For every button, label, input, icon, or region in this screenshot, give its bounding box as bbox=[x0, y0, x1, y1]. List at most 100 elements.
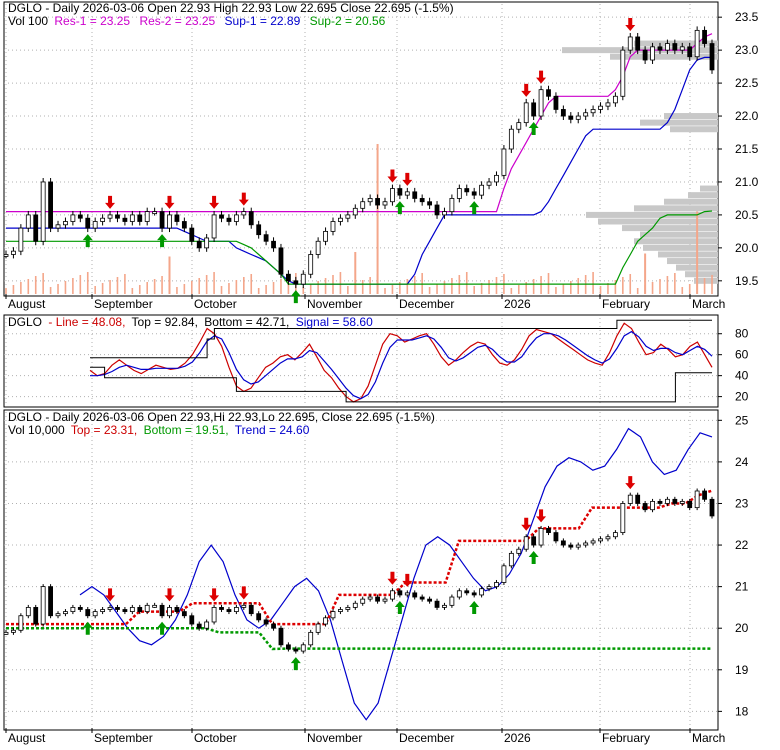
stoch-grid bbox=[4, 318, 718, 405]
volume-bar bbox=[339, 272, 342, 294]
trend-candle bbox=[189, 615, 195, 625]
trend-candle bbox=[546, 528, 551, 533]
y-tick-label: 19 bbox=[735, 663, 749, 677]
volume-profile-bar bbox=[688, 192, 718, 199]
trend-candle bbox=[665, 498, 670, 504]
price-candle bbox=[100, 217, 106, 222]
trend-candle bbox=[694, 490, 700, 509]
price-candle bbox=[85, 217, 91, 229]
trend-candle bbox=[650, 500, 655, 511]
x-tick-label: December bbox=[399, 297, 454, 311]
volume-profile-bar bbox=[634, 238, 718, 245]
trend-candle bbox=[620, 503, 626, 533]
x-tick-label: March bbox=[692, 297, 725, 311]
volume-profile-bar bbox=[643, 244, 718, 251]
volume-bar bbox=[703, 278, 706, 294]
volume-bar bbox=[146, 282, 148, 294]
volume-bar bbox=[555, 287, 557, 294]
volume-bar bbox=[12, 285, 15, 294]
trend-candle bbox=[516, 548, 522, 554]
volume-profile-bar bbox=[622, 225, 718, 232]
trend-candle bbox=[702, 490, 707, 500]
trend-candle bbox=[211, 607, 217, 623]
volume-bar bbox=[27, 279, 30, 294]
x-tick-label: 2026 bbox=[504, 297, 531, 311]
trend-candle bbox=[181, 611, 187, 617]
x-tick-label: October bbox=[194, 297, 237, 311]
trend-candle bbox=[100, 609, 106, 612]
trend-candle bbox=[679, 500, 685, 504]
y-tick-label: 60 bbox=[735, 348, 749, 362]
trend-candle bbox=[48, 586, 53, 617]
price-candle bbox=[702, 29, 707, 44]
volume-bar bbox=[317, 281, 319, 294]
volume-bar bbox=[436, 284, 438, 294]
volume-bar bbox=[540, 276, 542, 294]
trend-candle bbox=[553, 532, 559, 542]
trend-candle bbox=[77, 607, 83, 610]
buy-arrow bbox=[528, 122, 539, 136]
volume-bar bbox=[570, 281, 572, 294]
volume-bar bbox=[651, 282, 654, 294]
volume-bar bbox=[473, 286, 475, 294]
trend-candle bbox=[635, 494, 641, 504]
stoch-legend: DGLO - Line = 48.08, Top = 92.84, Bottom… bbox=[8, 315, 373, 329]
trend-candle bbox=[598, 538, 603, 542]
volume-bar bbox=[495, 277, 498, 294]
price-candle bbox=[271, 240, 276, 249]
sell-arrow bbox=[625, 17, 636, 31]
price-candle bbox=[115, 214, 120, 219]
trend-candle bbox=[575, 544, 581, 548]
trend-candle bbox=[352, 602, 358, 608]
trend-candle bbox=[137, 607, 143, 612]
y-tick-label: 23 bbox=[735, 496, 749, 510]
trend-candle bbox=[449, 596, 455, 606]
price-candle bbox=[196, 240, 202, 249]
y-tick-label: 21 bbox=[735, 580, 749, 594]
volume-bar bbox=[220, 286, 223, 294]
trend-candle bbox=[442, 604, 447, 608]
y-tick-label: 20.5 bbox=[735, 208, 759, 222]
price-candle bbox=[612, 95, 618, 104]
price-candle bbox=[471, 191, 477, 196]
volume-bar bbox=[287, 276, 290, 294]
series-top bbox=[90, 319, 712, 359]
price-candle bbox=[568, 115, 574, 120]
price-candle bbox=[278, 247, 284, 275]
buy-arrow bbox=[157, 234, 168, 248]
volume-bar bbox=[443, 281, 446, 294]
trend-candle bbox=[55, 613, 61, 617]
price-candle bbox=[560, 109, 566, 117]
y-tick-label: 20 bbox=[735, 621, 749, 635]
volume-bar bbox=[324, 278, 327, 294]
volume-bar bbox=[428, 287, 431, 294]
price-candle bbox=[382, 201, 388, 206]
volume-spike bbox=[376, 144, 379, 294]
volume-bar bbox=[666, 276, 669, 294]
price-candle bbox=[323, 230, 328, 242]
stoch-plot-area bbox=[3, 314, 719, 408]
trend-candle bbox=[285, 644, 291, 650]
series-trend bbox=[79, 427, 713, 721]
trend-candle bbox=[501, 565, 507, 583]
trend-grid bbox=[4, 412, 718, 728]
volume-profile-bar bbox=[685, 271, 718, 278]
trend-legend: Vol 10,000 Top = 23.31, Bottom = 19.51, … bbox=[8, 423, 310, 437]
trend-candle bbox=[107, 607, 113, 610]
y-tick-label: 23.5 bbox=[735, 10, 759, 24]
price-candle bbox=[427, 201, 433, 206]
price-candle bbox=[523, 102, 529, 124]
series-signal bbox=[90, 330, 713, 400]
trend-candle bbox=[92, 611, 98, 617]
volume-bar bbox=[272, 282, 275, 294]
price-candle bbox=[642, 49, 648, 61]
trend-candle bbox=[308, 631, 314, 646]
price-candle bbox=[308, 254, 314, 275]
price-candle bbox=[404, 191, 410, 196]
x-tick-label: August bbox=[8, 731, 46, 745]
price-candle bbox=[33, 214, 39, 242]
price-candle bbox=[620, 49, 626, 97]
volume-bar bbox=[599, 286, 602, 294]
series-top bbox=[6, 489, 713, 626]
